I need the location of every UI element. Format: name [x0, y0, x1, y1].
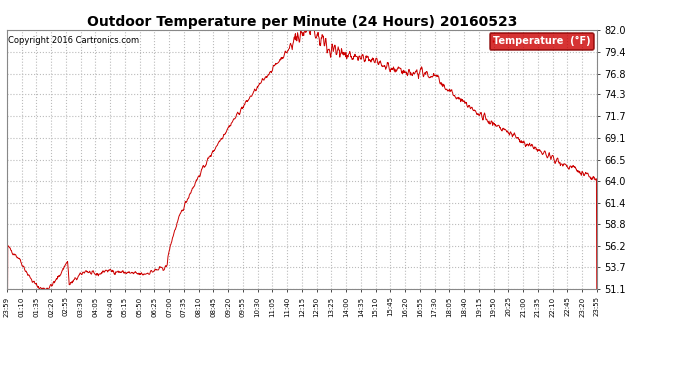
Title: Outdoor Temperature per Minute (24 Hours) 20160523: Outdoor Temperature per Minute (24 Hours… [87, 15, 517, 29]
Legend: Temperature  (°F): Temperature (°F) [489, 33, 594, 50]
Text: Copyright 2016 Cartronics.com: Copyright 2016 Cartronics.com [8, 36, 139, 45]
